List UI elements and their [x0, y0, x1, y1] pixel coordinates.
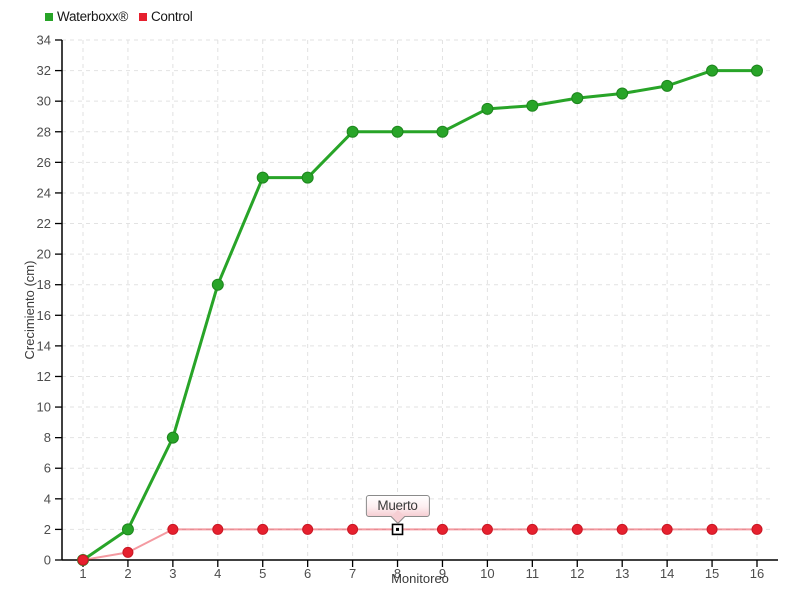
data-point[interactable] — [347, 523, 359, 535]
data-point[interactable] — [346, 125, 359, 138]
y-tick-label: 30 — [37, 94, 51, 109]
series-line-waterboxx — [81, 69, 759, 562]
x-tick-label: 1 — [79, 566, 86, 581]
data-point[interactable] — [436, 523, 448, 535]
data-point[interactable] — [436, 125, 449, 138]
y-tick-label: 6 — [44, 461, 51, 476]
data-point[interactable] — [526, 99, 539, 112]
x-tick-label: 9 — [439, 566, 446, 581]
x-tick-label: 11 — [526, 566, 540, 581]
data-point[interactable] — [616, 523, 628, 535]
data-point[interactable] — [661, 79, 674, 92]
data-point[interactable] — [256, 171, 269, 184]
data-point[interactable] — [481, 102, 494, 115]
x-tick-label: 2 — [124, 566, 131, 581]
data-point[interactable] — [481, 523, 493, 535]
y-tick-label: 0 — [44, 553, 51, 568]
y-tick-label: 2 — [44, 522, 51, 537]
legend-label: Waterboxx® — [57, 9, 128, 24]
data-point[interactable] — [571, 92, 584, 105]
data-point[interactable] — [212, 523, 224, 535]
legend-item-waterboxx[interactable]: Waterboxx® — [45, 9, 128, 24]
x-tick-label: 6 — [304, 566, 311, 581]
y-tick-label: 34 — [37, 33, 51, 48]
x-tick-label: 16 — [750, 566, 764, 581]
x-tick-label: 15 — [705, 566, 719, 581]
data-point[interactable] — [121, 523, 134, 536]
y-tick-label: 8 — [44, 430, 51, 445]
x-tick-label: 14 — [660, 566, 674, 581]
x-tick-label: 8 — [394, 566, 401, 581]
data-point[interactable] — [661, 523, 673, 535]
data-point[interactable] — [302, 523, 314, 535]
data-point[interactable] — [571, 523, 583, 535]
x-tick-label: 3 — [169, 566, 176, 581]
data-point[interactable] — [211, 278, 224, 291]
data-point[interactable] — [257, 523, 269, 535]
y-tick-label: 10 — [37, 400, 51, 415]
y-axis-title: Crecimiento (cm) — [22, 261, 37, 360]
data-point[interactable] — [706, 523, 718, 535]
y-tick-label: 16 — [37, 308, 51, 323]
data-point[interactable] — [751, 523, 763, 535]
x-axis-title: Monitoreo — [391, 571, 449, 586]
data-point[interactable] — [77, 554, 89, 566]
x-tick-label: 5 — [259, 566, 266, 581]
x-tick-label: 7 — [349, 566, 356, 581]
y-tick-label: 18 — [37, 277, 51, 292]
x-tick-label: 12 — [570, 566, 584, 581]
series-line-control — [82, 528, 758, 561]
y-tick-label: 12 — [37, 369, 51, 384]
tooltip-text: Muerto — [377, 498, 418, 514]
data-point[interactable] — [526, 523, 538, 535]
tooltip-callout: Muerto — [365, 495, 430, 518]
legend-item-control[interactable]: Control — [138, 9, 193, 24]
y-tick-label: 26 — [37, 155, 51, 170]
legend-swatch-icon — [45, 12, 53, 21]
x-tick-label: 10 — [480, 566, 494, 581]
y-tick-label: 4 — [44, 491, 51, 506]
highlighted-point-center-dot — [396, 527, 400, 531]
y-tick-label: 22 — [37, 216, 51, 231]
y-tick-label: 14 — [37, 338, 51, 353]
data-point[interactable] — [750, 64, 763, 77]
legend-label: Control — [150, 9, 193, 24]
y-tick-label: 24 — [37, 185, 51, 200]
y-tick-label: 20 — [37, 247, 51, 262]
data-point[interactable] — [167, 523, 179, 535]
data-point[interactable] — [616, 87, 629, 100]
data-point[interactable] — [166, 431, 179, 444]
legend: Waterboxx® Control — [45, 9, 193, 24]
y-tick-label: 28 — [37, 124, 51, 139]
data-point[interactable] — [301, 171, 314, 184]
data-point[interactable] — [122, 546, 134, 558]
data-point[interactable] — [391, 125, 404, 138]
data-point[interactable] — [706, 64, 719, 77]
x-tick-label: 13 — [615, 566, 629, 581]
legend-swatch-icon — [138, 12, 147, 21]
y-tick-label: 32 — [37, 63, 51, 78]
x-tick-label: 4 — [214, 566, 221, 581]
